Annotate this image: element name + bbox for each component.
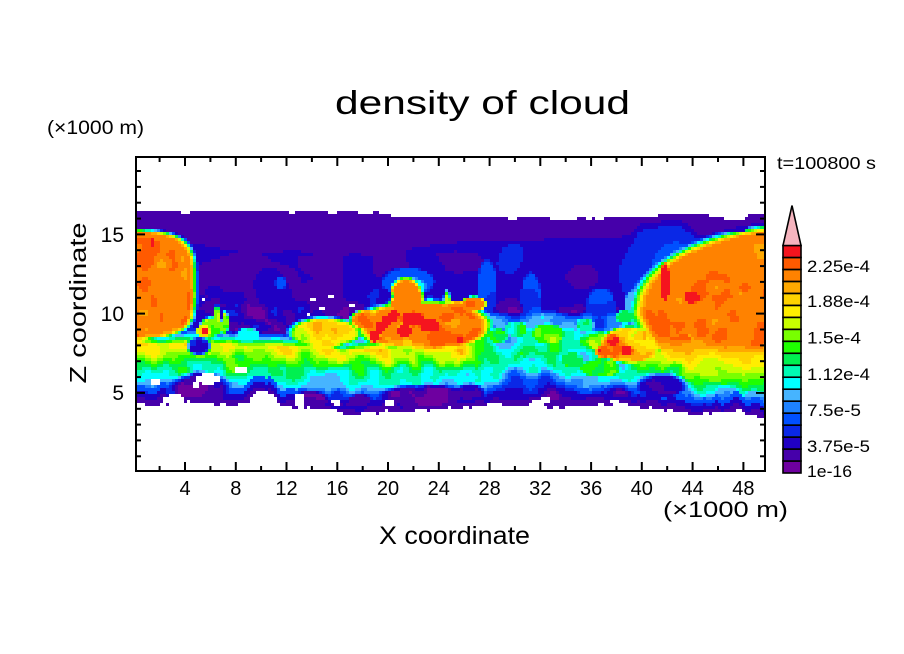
svg-text:20: 20	[377, 478, 399, 500]
svg-text:(×1000 m): (×1000 m)	[663, 497, 788, 522]
svg-text:(×1000 m): (×1000 m)	[47, 118, 144, 139]
svg-text:36: 36	[580, 478, 602, 500]
svg-text:48: 48	[732, 478, 754, 500]
svg-text:5: 5	[112, 382, 124, 405]
svg-text:X coordinate: X coordinate	[379, 522, 530, 550]
svg-text:44: 44	[681, 478, 703, 500]
svg-text:1.12e-4: 1.12e-4	[807, 366, 870, 384]
svg-text:40: 40	[631, 478, 653, 500]
svg-text:16: 16	[326, 478, 348, 500]
svg-text:12: 12	[275, 478, 297, 500]
svg-text:1.88e-4: 1.88e-4	[807, 293, 870, 311]
svg-text:7.5e-5: 7.5e-5	[807, 402, 861, 420]
svg-text:8: 8	[230, 478, 241, 500]
svg-text:Z coordinate: Z coordinate	[65, 223, 91, 384]
svg-text:32: 32	[529, 478, 551, 500]
svg-text:1.5e-4: 1.5e-4	[807, 330, 861, 348]
svg-text:24: 24	[428, 478, 450, 500]
svg-text:t=100800 s: t=100800 s	[777, 153, 876, 173]
svg-text:3.75e-5: 3.75e-5	[807, 438, 870, 456]
svg-text:4: 4	[179, 478, 190, 500]
svg-text:15: 15	[101, 224, 124, 247]
svg-text:density of cloud: density of cloud	[335, 84, 630, 121]
svg-text:1e-16: 1e-16	[807, 463, 852, 481]
svg-text:2.25e-4: 2.25e-4	[807, 258, 870, 276]
svg-text:10: 10	[101, 303, 124, 326]
svg-text:28: 28	[478, 478, 500, 500]
